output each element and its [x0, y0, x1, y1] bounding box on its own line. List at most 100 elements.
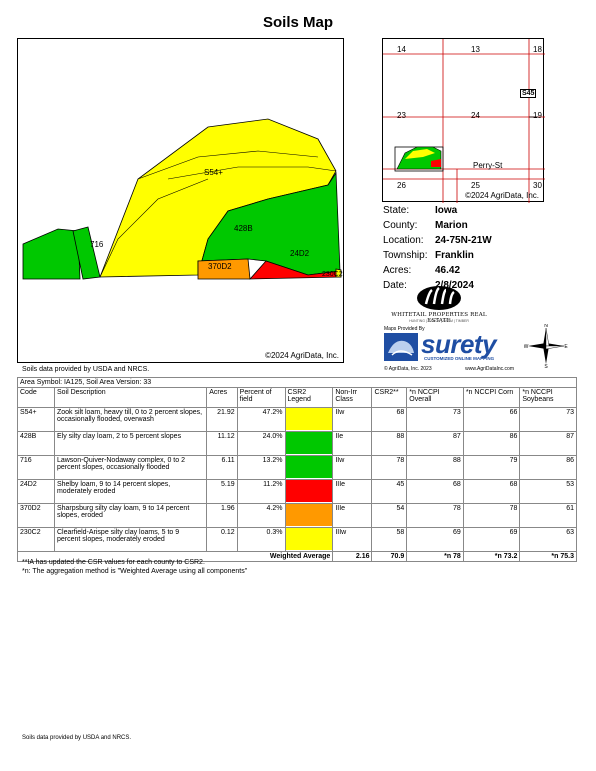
map-label-428b: 428B: [234, 224, 253, 233]
soil-class: IIIw: [332, 527, 373, 552]
weighted-soy: *n 75.3: [519, 551, 577, 562]
soil-code: 24D2: [17, 479, 55, 504]
branding: WHITETAIL PROPERTIES REAL ESTATE HUNTING…: [384, 284, 574, 374]
soil-description: Clearfield-Arispe silty clay loams, 5 to…: [53, 527, 208, 552]
info-label: Location:: [383, 235, 424, 246]
company-name: WHITETAIL PROPERTIES REAL ESTATE: [391, 312, 487, 324]
col-percent: Percent of field: [236, 387, 286, 408]
info-value: Franklin: [435, 250, 474, 261]
soil-percent: 13.2%: [236, 455, 286, 480]
soil-nccpi-overall: 69: [406, 527, 464, 552]
surety-logo-text: surety: [421, 329, 497, 359]
surety-tagline: CUSTOMIZED ONLINE MAPPING: [424, 356, 495, 361]
note: **IA has updated the CSR values for each…: [22, 559, 205, 566]
soil-code: 428B: [17, 431, 55, 456]
svg-text:S: S: [544, 364, 548, 368]
soil-nccpi-soy: 53: [519, 479, 577, 504]
soil-acres: 5.19: [206, 479, 238, 504]
soil-description: Sharpsburg silty clay loam, 9 to 14 perc…: [53, 503, 208, 528]
soil-acres: 21.92: [206, 407, 238, 432]
table-row: 370D2 Sharpsburg silty clay loam, 9 to 14…: [17, 503, 577, 528]
soil-nccpi-overall: 68: [406, 479, 464, 504]
weighted-average-row: Weighted Average 2.16 70.9 *n 78 *n 73.2…: [16, 551, 577, 562]
property-info: State: Iowa County: Marion Location: 24-75N…: [383, 203, 492, 293]
csr2-swatch: [284, 527, 334, 552]
soil-description: Ely silty clay loam, 2 to 5 percent slop…: [53, 431, 208, 456]
col-acres: Acres: [206, 387, 238, 408]
soil-code: 716: [17, 455, 55, 480]
soil-nccpi-overall: 78: [406, 503, 464, 528]
soil-code: S54+: [17, 407, 55, 432]
table-row: S54+ Zook silt loam, heavy till, 0 to 2 p…: [17, 407, 577, 432]
soil-area-230c2: [335, 268, 342, 278]
info-row: Date: 2/8/2024: [383, 278, 492, 293]
website-text: www.AgriDataInc.com: [465, 366, 514, 372]
soil-nccpi-corn: 66: [462, 407, 521, 432]
soil-acres: 0.12: [206, 527, 238, 552]
soil-code: 370D2: [17, 503, 55, 528]
compass-rose-icon: N E S W: [524, 324, 568, 368]
svg-text:W: W: [524, 344, 529, 350]
csr2-swatch: [284, 407, 334, 432]
table-row: 716 Lawson-Quiver-Nodaway complex, 0 to 2…: [17, 455, 577, 480]
weighted-corn: *n 73.2: [462, 551, 521, 562]
weighted-class: 2.16: [332, 551, 373, 562]
soil-nccpi-soy: 87: [519, 431, 577, 456]
section-label: 23: [397, 111, 406, 120]
col-csr2-legend: CSR2 Legend: [284, 387, 334, 408]
note: *n: The aggregation method is "Weighted …: [22, 568, 248, 575]
soil-nccpi-soy: 63: [519, 527, 577, 552]
svg-text:N: N: [544, 324, 548, 329]
info-row: Township: Franklin: [383, 248, 492, 263]
soil-nccpi-soy: 86: [519, 455, 577, 480]
map-label-24d2: 24D2: [290, 249, 310, 258]
info-label: State:: [383, 205, 410, 216]
soil-description: Zook silt loam, heavy till, 0 to 2 perce…: [53, 407, 208, 432]
info-label: Date:: [383, 280, 407, 291]
info-row: Acres: 46.42: [383, 263, 492, 278]
col-code: Code: [17, 387, 55, 408]
soil-nccpi-overall: 73: [406, 407, 464, 432]
col-nccpi-soy: *n NCCPI Soybeans: [519, 387, 577, 408]
soil-nccpi-corn: 86: [462, 431, 521, 456]
section-label: 24: [471, 111, 480, 120]
soil-nccpi-corn: 78: [462, 503, 521, 528]
svg-text:E: E: [564, 344, 568, 350]
table-row: 428B Ely silty clay loam, 2 to 5 percent …: [17, 431, 577, 456]
col-csr2: CSR2**: [371, 387, 408, 408]
soil-nccpi-overall: 87: [406, 431, 464, 456]
section-label: 26: [397, 181, 406, 190]
info-row: State: Iowa: [383, 203, 492, 218]
map-label-370d2: 370D2: [208, 262, 232, 271]
map-label-s54: S54+: [204, 168, 223, 177]
csr2-swatch: [284, 503, 334, 528]
col-nccpi-overall: *n NCCPI Overall: [406, 387, 464, 408]
table-notes: **IA has updated the CSR values for each…: [22, 558, 247, 576]
antler-logo-icon: [417, 286, 461, 310]
weighted-overall: *n 78: [406, 551, 464, 562]
soil-percent: 47.2%: [236, 407, 286, 432]
surety-logo-icon: [384, 333, 418, 361]
info-row: Location: 24-75N-21W: [383, 233, 492, 248]
source-note: Soils data provided by USDA and NRCS.: [22, 366, 150, 373]
col-description: Soil Description: [53, 387, 208, 408]
info-label: Acres:: [383, 265, 412, 276]
copyright-text: © AgriData, Inc. 2023: [384, 366, 432, 372]
soil-acres: 6.11: [206, 455, 238, 480]
table-row: 230C2 Clearfield-Arispe silty clay loams,…: [17, 527, 577, 552]
soil-nccpi-soy: 73: [519, 407, 577, 432]
soil-csr2: 88: [371, 431, 408, 456]
soil-percent: 11.2%: [236, 479, 286, 504]
soil-description: Lawson-Quiver-Nodaway complex, 0 to 2 pe…: [53, 455, 208, 480]
soil-area-370d2: [197, 258, 251, 280]
soil-nccpi-corn: 68: [462, 479, 521, 504]
map-credit: ©2024 AgriData, Inc.: [265, 351, 339, 360]
section-label: 25: [471, 181, 480, 190]
soil-class: IIIe: [332, 479, 373, 504]
table-header: Code Soil Description Acres Percent of f…: [17, 387, 577, 408]
csr2-swatch: [284, 431, 334, 456]
soil-area-24d2: [249, 260, 342, 280]
soil-csr2: 54: [371, 503, 408, 528]
section-label: 30: [533, 181, 542, 190]
soil-class: IIe: [332, 431, 373, 456]
